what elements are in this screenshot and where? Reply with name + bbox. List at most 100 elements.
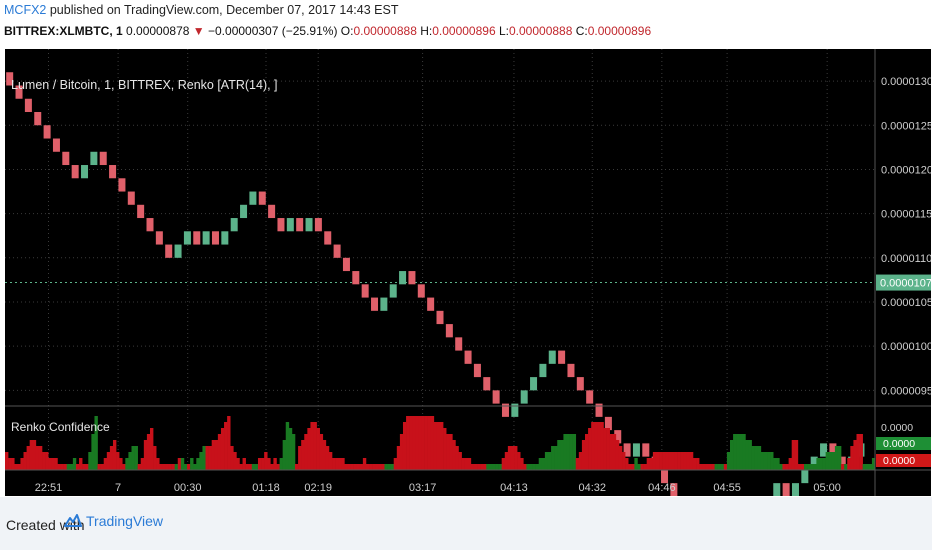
confidence-bar	[137, 464, 142, 470]
confidence-bar	[773, 458, 777, 470]
confidence-bar	[119, 458, 123, 470]
confidence-bar	[233, 452, 237, 470]
confidence-bar	[477, 464, 481, 470]
confidence-bar	[399, 434, 404, 470]
confidence-bar	[199, 452, 203, 470]
confidence-bar	[797, 464, 802, 470]
confidence-bar	[717, 464, 722, 470]
confidence-value-label: 0.0000	[883, 455, 915, 467]
confidence-tick-label: 0.0000	[881, 422, 913, 434]
confidence-bar	[54, 458, 58, 470]
confidence-bar	[705, 464, 709, 470]
confidence-bar	[196, 458, 200, 470]
confidence-bar	[211, 440, 216, 470]
confidence-bar	[655, 452, 660, 470]
confidence-bar	[544, 452, 549, 470]
ohlc-close-label: C:	[575, 24, 588, 38]
main-chart-title: Lumen / Bitcoin, 1, BITTREX, Renko [ATR(…	[11, 78, 278, 92]
confidence-bar	[779, 464, 783, 470]
renko-brick	[427, 297, 435, 311]
confidence-bar	[730, 440, 734, 470]
author-link[interactable]: MCFX2	[4, 3, 47, 17]
confidence-bar	[134, 446, 138, 470]
confidence-bar	[831, 452, 836, 470]
tradingview-name[interactable]: TradingView	[86, 513, 164, 529]
renko-brick	[455, 337, 463, 351]
confidence-bar	[665, 452, 669, 470]
confidence-bar	[572, 434, 577, 470]
confidence-bar	[847, 458, 851, 470]
confidence-bar	[313, 422, 317, 470]
renko-brick	[810, 456, 818, 470]
renko-brick	[558, 350, 566, 364]
ohlc-open-label: O:	[340, 24, 354, 38]
confidence-bar	[261, 458, 265, 470]
renko-brick	[118, 178, 126, 192]
confidence-bar	[332, 458, 336, 470]
renko-brick	[473, 363, 481, 378]
renko-brick	[240, 204, 248, 219]
confidence-bar	[174, 464, 179, 470]
renko-brick	[127, 191, 135, 205]
created-with-text: Created with	[6, 517, 85, 533]
confidence-bar	[220, 428, 225, 470]
confidence-bar	[785, 464, 789, 470]
renko-brick	[670, 483, 678, 496]
confidence-bar	[23, 452, 27, 470]
confidence-bar	[344, 464, 348, 470]
renko-brick	[567, 363, 575, 378]
renko-brick	[492, 390, 500, 404]
confidence-bar	[452, 440, 456, 470]
confidence-bar	[791, 440, 796, 470]
tradingview-brand[interactable]: TradingView	[64, 513, 163, 529]
confidence-bar	[446, 434, 450, 470]
renko-brick	[801, 469, 809, 484]
confidence-bar	[782, 464, 786, 470]
published-text: published on TradingView.com, December 0…	[49, 3, 399, 17]
confidence-bar	[668, 452, 672, 470]
confidence-bar	[205, 446, 209, 470]
confidence-bar	[242, 458, 246, 470]
confidence-bar	[637, 464, 641, 470]
confidence-bar	[402, 422, 407, 470]
confidence-bar	[470, 464, 475, 470]
confidence-bar	[251, 464, 256, 470]
confidence-bar	[455, 446, 459, 470]
confidence-bar	[227, 416, 231, 470]
time-tick-label: 04:46	[648, 482, 676, 494]
confidence-bar	[378, 464, 382, 470]
confidence-bar	[72, 458, 77, 470]
confidence-bar	[350, 464, 354, 470]
confidence-bar	[652, 452, 657, 470]
confidence-bar	[387, 464, 391, 470]
renko-brick	[530, 377, 538, 391]
confidence-bar	[492, 464, 496, 470]
confidence-bar	[819, 458, 823, 470]
renko-brick	[464, 350, 472, 364]
renko-brick	[146, 218, 154, 232]
confidence-bar	[214, 440, 219, 470]
confidence-bar	[88, 452, 92, 470]
renko-brick	[24, 98, 32, 113]
confidence-bar	[692, 458, 697, 470]
renko-brick	[773, 483, 781, 496]
renko-brick	[661, 469, 669, 484]
confidence-bar	[640, 464, 644, 470]
renko-brick	[277, 218, 285, 232]
confidence-bar	[689, 452, 694, 470]
confidence-bar	[51, 458, 55, 470]
renko-brick	[221, 231, 229, 245]
renko-brick	[445, 324, 453, 338]
confidence-bar	[267, 458, 271, 470]
renko-brick	[604, 416, 612, 431]
confidence-bar	[853, 440, 857, 470]
renko-brick	[829, 443, 837, 457]
confidence-bar	[103, 458, 108, 470]
confidence-bar	[646, 458, 651, 470]
confidence-bar	[591, 422, 595, 470]
confidence-bar	[467, 458, 472, 470]
